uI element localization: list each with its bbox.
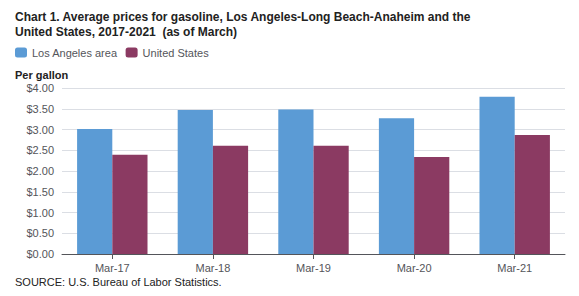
svg-text:Los Angeles area: Los Angeles area [32,47,118,59]
svg-text:$3.50: $3.50 [26,103,54,115]
svg-text:$0.00: $0.00 [26,248,54,260]
svg-text:Mar-18: Mar-18 [195,262,230,274]
svg-text:Mar-20: Mar-20 [397,262,432,274]
svg-text:Mar-17: Mar-17 [95,262,130,274]
svg-text:Mar-21: Mar-21 [497,262,532,274]
svg-text:Chart 1. Average prices for ga: Chart 1. Average prices for gasoline, Lo… [15,10,471,24]
svg-text:SOURCE: U.S. Bureau of Labor S: SOURCE: U.S. Bureau of Labor Statistics. [15,276,222,288]
svg-text:United States: United States [143,47,210,59]
svg-text:$1.00: $1.00 [26,207,54,219]
svg-text:Mar-19: Mar-19 [296,262,331,274]
svg-text:$1.50: $1.50 [26,186,54,198]
svg-text:$0.50: $0.50 [26,227,54,239]
svg-text:$4.00: $4.00 [26,82,54,94]
svg-text:Per gallon: Per gallon [15,69,68,81]
svg-text:$3.00: $3.00 [26,124,54,136]
svg-text:United States, 2017-2021 (as: United States, 2017-2021 (as of March) [15,25,237,39]
svg-text:$2.50: $2.50 [26,144,54,156]
svg-text:$2.00: $2.00 [26,165,54,177]
